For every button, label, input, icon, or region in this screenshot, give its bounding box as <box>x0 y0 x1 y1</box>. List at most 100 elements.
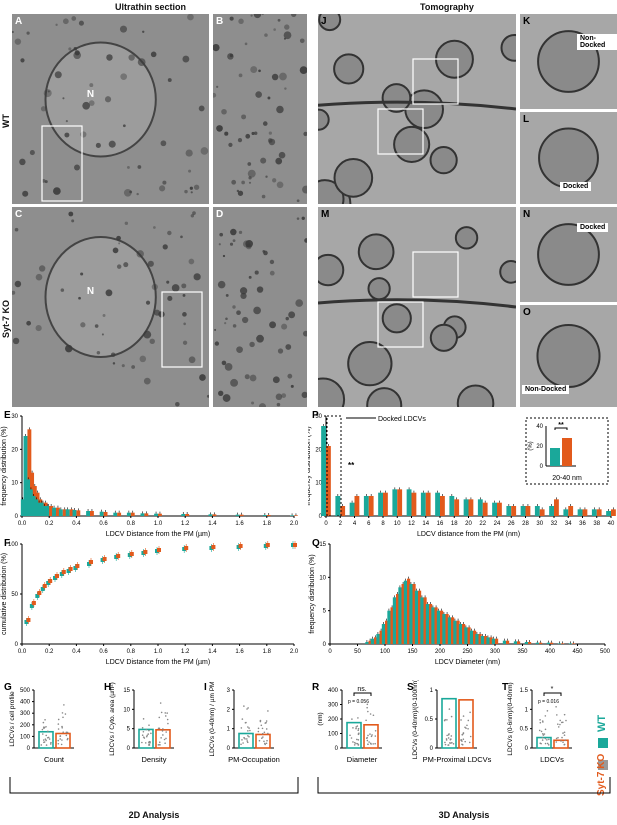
bar-wt <box>126 512 131 516</box>
panel-letter-k: K <box>523 16 531 27</box>
data-point <box>562 732 564 734</box>
data-point <box>158 727 161 730</box>
bar-wt <box>513 641 517 644</box>
bar-wt <box>392 597 396 644</box>
x-tick-label: 400 <box>545 649 556 655</box>
x-tick-label: 12 <box>408 521 415 527</box>
data-point <box>464 726 466 729</box>
bar-wt <box>463 499 469 516</box>
bar-wt <box>453 620 457 644</box>
bar-wt <box>534 506 540 516</box>
data-point <box>461 733 464 736</box>
bar-wt <box>392 489 398 516</box>
bar-wt <box>546 642 550 644</box>
y-tick-label: 30 <box>11 414 18 420</box>
data-point <box>555 705 557 708</box>
data-point <box>249 729 251 732</box>
x-tick-label: 0.4 <box>72 649 81 655</box>
vesicle-state-tag: Non-Docked <box>577 34 617 50</box>
data-point <box>563 734 566 736</box>
bar-ko <box>56 507 60 516</box>
data-point <box>148 744 151 746</box>
x-tick-label: 2 <box>339 521 343 527</box>
bar-wt <box>72 510 77 516</box>
inset-tick-label: 0 <box>540 464 544 470</box>
bar-ko <box>239 514 244 516</box>
y-axis-label: LDCVs / Cyto. area (µm²) <box>109 682 116 755</box>
y-tick-label: 0.5 <box>520 727 529 733</box>
data-point <box>542 734 545 736</box>
bar-wt <box>376 634 380 644</box>
data-point <box>47 730 49 733</box>
data-point <box>43 741 46 743</box>
data-point <box>45 744 48 746</box>
data-point <box>257 727 260 730</box>
y-tick-label: 100 <box>8 542 19 548</box>
data-point <box>544 742 547 745</box>
y-tick-label: 10 <box>315 481 322 487</box>
data-point <box>467 727 469 730</box>
bar-ko <box>445 614 449 644</box>
x-tick-label: 40 <box>608 521 615 527</box>
data-point <box>60 743 63 746</box>
data-point <box>158 743 161 746</box>
data-point <box>63 704 65 706</box>
panel-letter-p: P <box>312 410 319 421</box>
image-panel-o: O Non-Docked <box>520 305 617 407</box>
y-tick-label: 10 <box>319 575 326 581</box>
x-tick-label: 450 <box>572 649 583 655</box>
data-point <box>240 727 243 729</box>
data-point <box>157 744 160 746</box>
bar-ko <box>255 733 271 749</box>
x-tick-label: 0.6 <box>99 521 108 527</box>
x-tick-label: 500 <box>600 649 611 655</box>
bar-wt <box>398 587 402 644</box>
data-point <box>466 724 468 727</box>
data-point <box>539 721 542 724</box>
x-tick-label: 4 <box>353 521 357 527</box>
bar-wt <box>378 492 383 516</box>
bar-wt <box>414 590 418 644</box>
bar-wt <box>38 730 54 749</box>
inset-bar-ko <box>562 438 572 466</box>
inset-tick-label: 20 <box>536 444 543 450</box>
x-axis-label: PM-Proximal LDCVs <box>423 755 492 764</box>
data-point <box>357 727 360 730</box>
bar-ko <box>456 620 460 644</box>
data-point <box>241 739 243 741</box>
bar-ko <box>517 641 521 644</box>
data-point <box>355 742 357 745</box>
x-tick-label: 8 <box>381 521 385 527</box>
panel-letter-b: B <box>216 16 224 27</box>
data-point <box>356 725 359 727</box>
data-point <box>461 743 463 746</box>
sig-bracket <box>543 692 562 696</box>
bar-ko <box>354 496 360 516</box>
data-point <box>246 740 249 742</box>
data-point <box>561 736 563 739</box>
bar-ko <box>363 723 379 749</box>
data-point <box>369 713 372 715</box>
data-point <box>450 735 453 737</box>
y-tick-label: 2 <box>227 707 231 713</box>
x-tick-label: 350 <box>517 649 528 655</box>
y-axis-label: cumulative distribution (%) <box>1 553 8 635</box>
bar-ko <box>397 489 403 516</box>
bar-ko <box>383 492 388 516</box>
data-point <box>57 723 60 725</box>
x-tick-label: 1.2 <box>181 649 190 655</box>
x-tick-label: 1.0 <box>154 521 163 527</box>
data-point <box>450 715 453 718</box>
bar-wt <box>23 436 28 516</box>
x-tick-label: 2.0 <box>290 649 299 655</box>
data-point <box>261 727 264 730</box>
bar-wt <box>335 496 341 516</box>
footer-3d: 3D Analysis <box>438 810 490 820</box>
bar-wt <box>420 492 426 516</box>
nucleus-label: N <box>86 286 95 297</box>
data-point <box>563 731 566 734</box>
data-point <box>544 728 547 731</box>
data-point <box>45 734 48 737</box>
data-point <box>367 710 369 713</box>
